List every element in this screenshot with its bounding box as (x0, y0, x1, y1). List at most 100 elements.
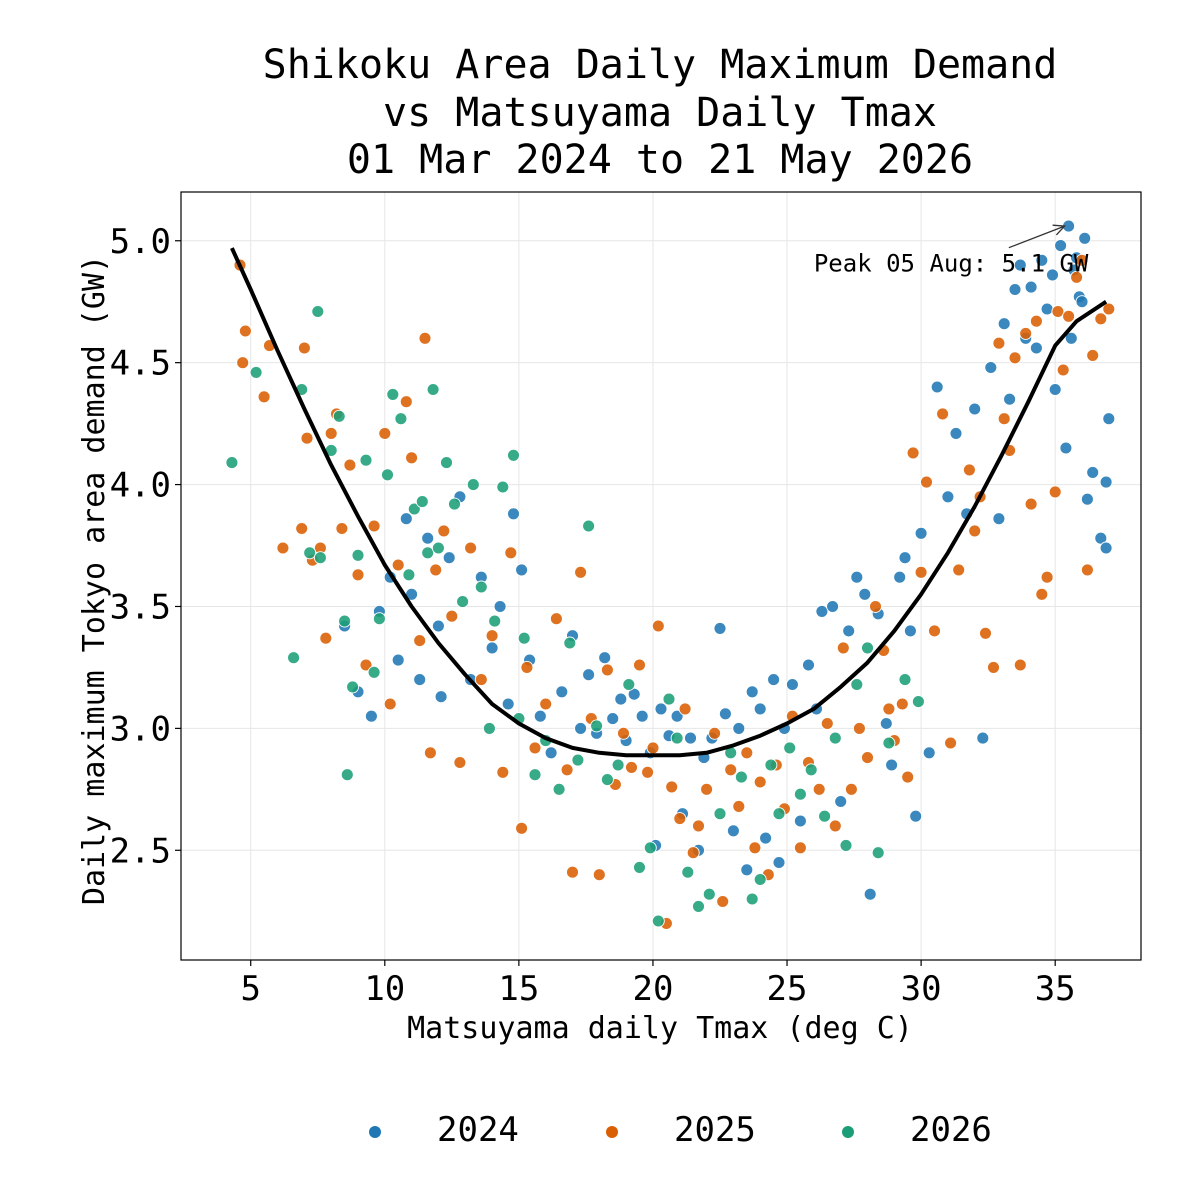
point-2024 (670, 709, 684, 723)
point-2025 (979, 626, 992, 640)
point-2026 (394, 412, 408, 426)
point-2026 (871, 846, 885, 860)
point-2026 (643, 841, 657, 855)
point-2024 (826, 600, 840, 613)
point-2025 (351, 568, 365, 582)
x-tick-label: 35 (1035, 969, 1076, 1009)
point-2026 (351, 548, 365, 562)
point-2025 (952, 563, 966, 577)
fit-curve-group (230, 247, 1108, 758)
y-tick-label: 2.5 (110, 831, 171, 871)
point-2026 (734, 770, 748, 784)
point-2026 (818, 809, 832, 823)
point-2026 (488, 614, 502, 628)
point-2025 (405, 451, 419, 465)
point-2026 (911, 695, 925, 709)
point-2026 (517, 631, 531, 645)
point-2025 (319, 631, 333, 645)
point-2026 (713, 807, 727, 821)
point-2024 (507, 507, 520, 521)
point-2025 (753, 775, 767, 789)
x-tick-label: 10 (364, 969, 405, 1009)
point-2024 (842, 624, 856, 638)
point-2026 (651, 914, 665, 928)
point-2025 (453, 756, 467, 769)
point-2025 (844, 782, 858, 796)
point-2026 (287, 651, 301, 665)
point-2025 (1094, 312, 1108, 326)
plot-frame (180, 191, 1142, 961)
point-2026 (407, 502, 421, 516)
y-tick-label: 3.0 (110, 709, 171, 749)
point-2025 (238, 324, 252, 338)
point-2026 (313, 551, 327, 565)
x-tick-label: 25 (767, 969, 808, 1009)
point-2025 (828, 819, 842, 833)
point-2024 (772, 856, 786, 869)
point-2025 (936, 407, 950, 421)
y-axis-title: Daily maximum Tokyo area demand (GW) (77, 255, 112, 905)
point-2025 (1008, 351, 1022, 365)
point-2024 (1024, 280, 1038, 294)
point-2024 (903, 624, 917, 638)
point-2025 (820, 717, 834, 730)
point-2026 (474, 580, 488, 594)
point-2025 (665, 780, 679, 794)
point-2026 (804, 763, 818, 777)
peak-annotation-label: Peak 05 Aug: 5.1 GW (814, 250, 1089, 278)
point-2025 (566, 865, 579, 879)
point-2025 (1019, 326, 1033, 340)
point-2025 (592, 868, 606, 882)
point-2024 (1086, 465, 1100, 479)
point-2026 (225, 456, 239, 470)
point-2024 (1029, 341, 1043, 355)
point-2024 (627, 687, 641, 701)
point-2025 (343, 458, 357, 472)
x-tick-label: 30 (901, 969, 942, 1009)
point-2025 (708, 726, 722, 740)
point-2025 (906, 446, 920, 460)
point-2024 (740, 863, 754, 877)
point-2024 (726, 824, 740, 838)
point-2024 (997, 317, 1011, 331)
point-2025 (574, 565, 588, 579)
point-2024 (493, 600, 507, 613)
point-2026 (582, 519, 596, 533)
point-2025 (793, 841, 807, 855)
point-2026 (359, 453, 373, 467)
point-2025 (1075, 253, 1089, 267)
point-2026 (882, 736, 896, 750)
point-2026 (633, 860, 646, 874)
point-2026 (448, 497, 461, 511)
point-2026 (372, 612, 386, 626)
point-2026 (828, 731, 842, 745)
point-2025 (295, 522, 309, 535)
peak-annotation-arrow (1008, 225, 1065, 249)
point-2025 (836, 641, 850, 655)
point-2024 (745, 685, 759, 699)
point-2025 (673, 812, 687, 826)
point-2026 (772, 807, 786, 821)
peak-annotation-arrowhead (1052, 224, 1066, 236)
point-2024 (914, 526, 928, 540)
point-2024 (930, 380, 944, 394)
point-2025 (732, 799, 746, 813)
point-2024 (1059, 441, 1073, 455)
point-2024 (909, 809, 923, 823)
scatter-points (225, 219, 1116, 930)
point-2024 (684, 731, 697, 745)
point-2024 (1008, 283, 1022, 296)
point-2026 (571, 753, 585, 767)
point-2025 (1040, 570, 1054, 584)
point-2025 (678, 702, 692, 716)
point-2025 (1048, 485, 1062, 499)
point-2025 (236, 356, 250, 370)
point-2025 (692, 819, 705, 833)
point-2024 (815, 604, 829, 618)
chart-title-line-3: 01 Mar 2024 to 21 May 2026 (347, 137, 973, 183)
point-2026 (367, 665, 381, 679)
point-2025 (968, 524, 982, 538)
point-2026 (745, 892, 759, 906)
point-2026 (590, 719, 604, 733)
